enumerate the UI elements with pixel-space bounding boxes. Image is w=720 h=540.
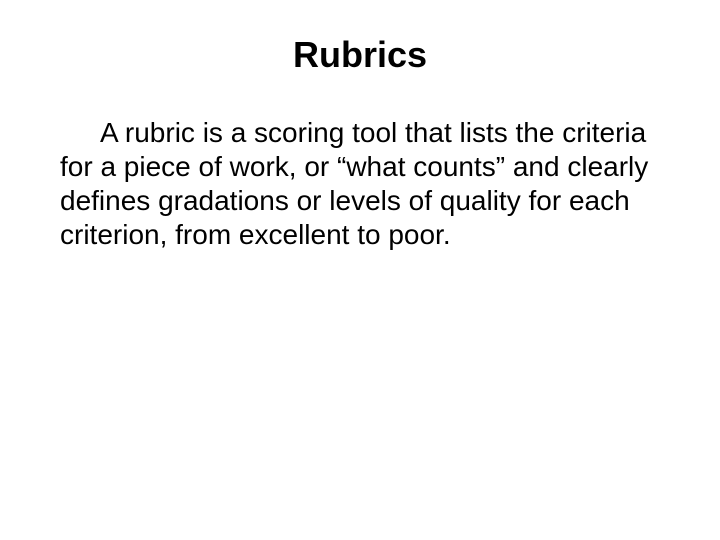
slide: Rubrics A rubric is a scoring tool that …: [0, 0, 720, 540]
slide-body-text: A rubric is a scoring tool that lists th…: [60, 116, 660, 253]
slide-title: Rubrics: [60, 30, 660, 76]
